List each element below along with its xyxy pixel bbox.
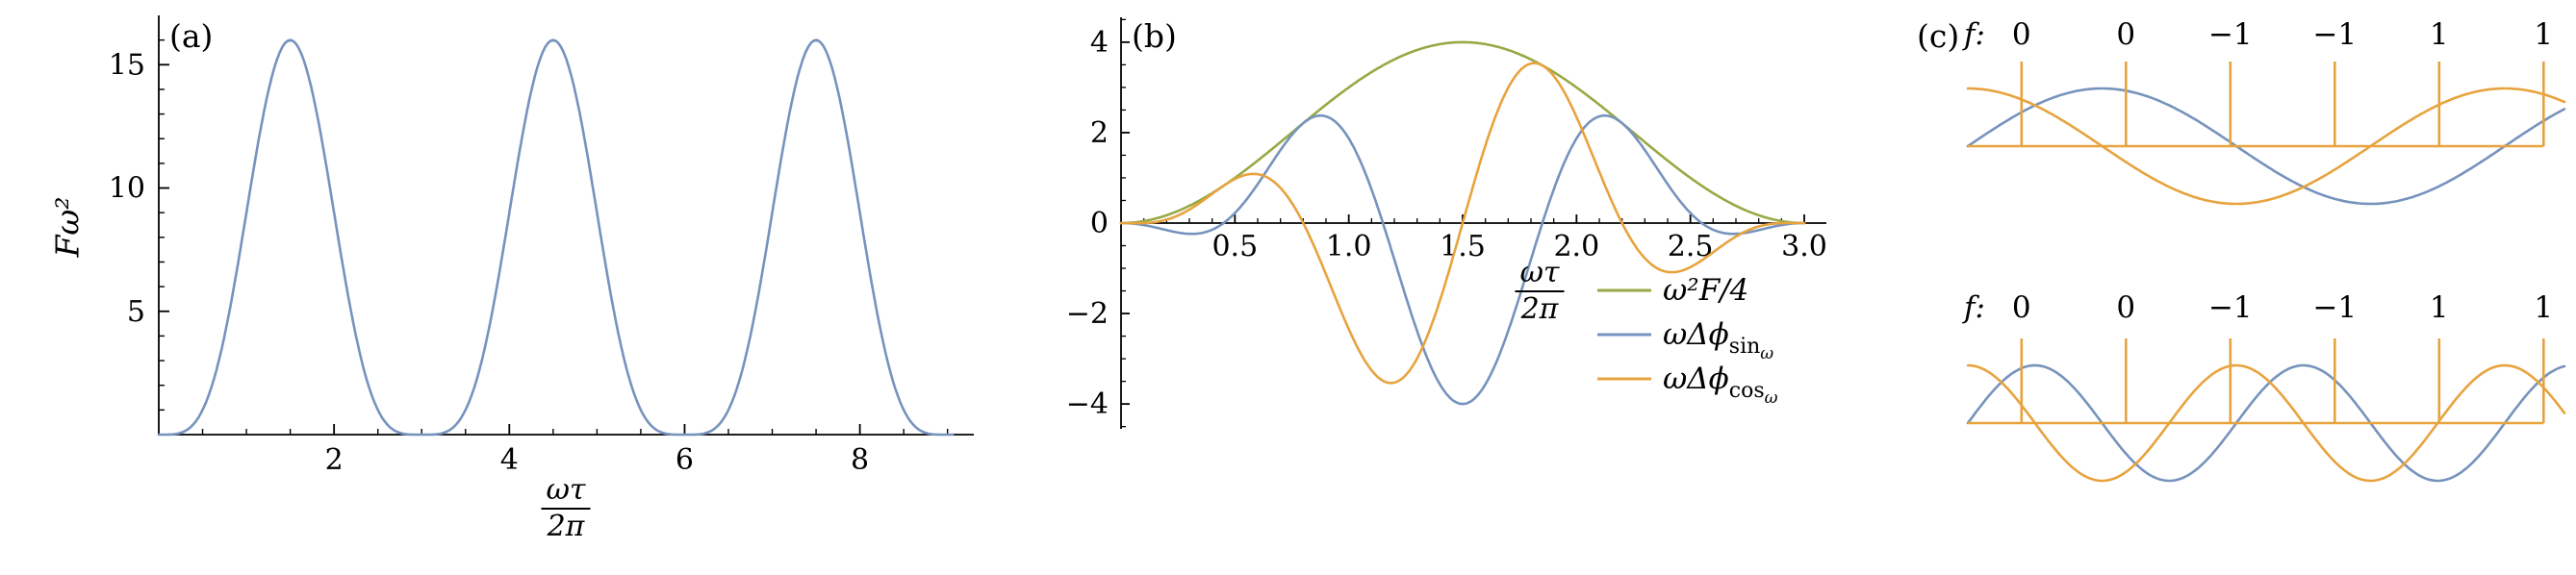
chart-b-svg: 0.5 1.0 1.5 2.0 2.5 3.0−4−2024ω²F/4ωΔϕsinωωΔϕ… [1066,17,1827,429]
curve-blue [1119,113,1806,406]
signal-curve-orange [1966,363,2566,483]
filter-function-curve [157,38,955,437]
x-tick-label: 3.0 [1781,230,1827,263]
legend-label-subsub: ω [1765,388,1778,408]
x-tick-label: 1.0 [1326,230,1372,263]
panel-b-label: (b) [1132,17,1177,55]
curve-orange [1119,62,1806,385]
y-tick-label: 10 [109,172,145,206]
axes-spines [158,15,974,436]
x-tick-label: 6 [676,443,694,477]
y-tick-label: 4 [1090,26,1109,60]
panel-a-xlabel-denominator: 2π [547,509,585,543]
x-tick-label: 8 [851,443,869,477]
f-value-label: −1 [2208,290,2253,325]
legend-label-sub: sin [1729,335,1761,359]
f-label: f: [1962,17,1985,52]
f-value-label: 0 [2116,290,2135,325]
y-tick-label: 2 [1090,116,1109,150]
panel-a-xlabel-numerator: ωτ [546,473,586,507]
f-value-label: −1 [2312,17,2357,52]
f-value-label: 1 [2430,17,2449,52]
y-tick-label: 0 [1090,207,1109,240]
legend-label-sub: cos [1729,379,1765,403]
x-tick-label: 4 [500,443,519,477]
legend-label-main: ω²F/4 [1663,273,1748,308]
legend-label-subsub: ω [1760,344,1773,363]
legend-label-main: ωΔϕ [1663,362,1729,396]
chart-a-svg: 2 4 6 8 5 10 15 [109,15,974,477]
f-value-label: 1 [2534,290,2553,325]
x-tick-label: 1.5 [1440,230,1486,263]
panel-a-ylabel: Fω² [48,196,87,258]
x-tick-label: 0.5 [1211,230,1258,263]
x-tick-label: 2 [325,443,344,477]
f-label: f: [1962,290,1985,325]
panel-c-label: (c) [1917,17,1960,55]
panel-a-label: (a) [169,17,214,55]
panel-a-xlabel: ωτ 2π [541,473,591,543]
f-value-label: 0 [2116,17,2135,52]
legend-label: ω²F/4 [1663,273,1748,308]
panel-b-xlabel-numerator: ωτ [1519,256,1560,289]
y-tick-label: 15 [109,48,145,82]
y-tick-label: −4 [1066,388,1109,421]
f-value-label: 1 [2534,17,2553,52]
x-tick-label: 2.0 [1553,230,1599,263]
fraction-bar [1515,289,1565,292]
f-value-label: −1 [2208,17,2253,52]
legend-label: ωΔϕcosω [1663,362,1778,408]
fraction-bar [541,507,591,510]
f-value-label: 0 [2012,290,2031,325]
signal-curve-orange [1966,87,2566,206]
signal-curve-blue [1966,87,2566,206]
legend-label: ωΔϕsinω [1663,317,1773,363]
f-value-label: −1 [2312,290,2357,325]
y-tick-label: 5 [127,295,145,329]
y-tick-label: −2 [1066,297,1109,331]
curve-green [1119,40,1806,225]
signal-curve-blue [1966,363,2566,483]
f-value-label: 0 [2012,17,2031,52]
f-value-label: 1 [2430,290,2449,325]
legend-label-main: ωΔϕ [1663,317,1729,352]
chart-c-svg: 0 0 −1 −1 1 1 f: 0 0 −1 −1 1 1 f: [1962,17,2566,483]
panel-b-xlabel-denominator: 2π [1520,291,1559,326]
panel-b-xlabel: ωτ 2π [1515,256,1565,326]
